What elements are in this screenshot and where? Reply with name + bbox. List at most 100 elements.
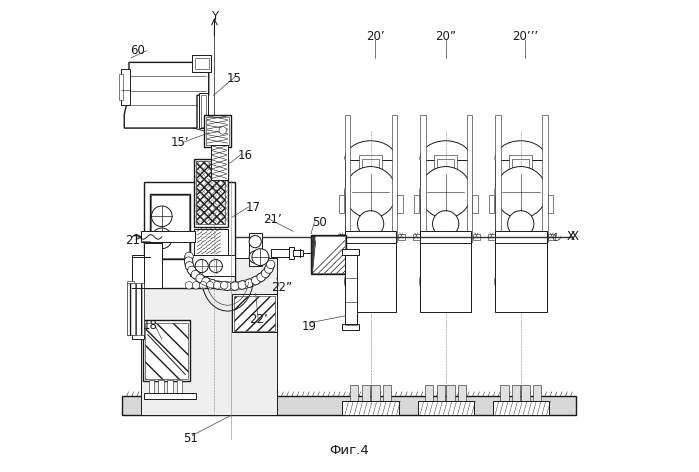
Bar: [467, 115, 473, 242]
Text: 50: 50: [312, 216, 326, 229]
Bar: [493, 401, 549, 415]
Bar: [192, 55, 211, 72]
Bar: [495, 115, 500, 242]
Bar: [150, 194, 190, 260]
Bar: [424, 411, 435, 415]
Bar: [488, 234, 495, 240]
Bar: [144, 182, 236, 287]
Bar: [489, 195, 494, 213]
Text: 51: 51: [183, 432, 199, 445]
Circle shape: [252, 276, 260, 285]
Circle shape: [345, 256, 396, 307]
Bar: [350, 385, 359, 415]
Circle shape: [208, 279, 217, 288]
Bar: [140, 258, 277, 415]
Circle shape: [507, 211, 534, 237]
Bar: [194, 159, 227, 227]
Bar: [122, 396, 576, 415]
Bar: [204, 115, 231, 147]
Bar: [438, 159, 454, 173]
Bar: [339, 195, 345, 213]
Bar: [473, 195, 478, 213]
Circle shape: [187, 266, 196, 275]
Text: 20’: 20’: [366, 30, 384, 43]
Bar: [512, 385, 520, 415]
Circle shape: [249, 251, 261, 263]
Circle shape: [196, 274, 204, 283]
Bar: [249, 233, 261, 267]
Bar: [420, 231, 472, 243]
Bar: [547, 195, 553, 213]
Text: 21’: 21’: [263, 213, 282, 226]
Circle shape: [206, 281, 214, 289]
Bar: [127, 283, 145, 335]
Text: 20’’’: 20’’’: [512, 30, 538, 43]
Bar: [144, 243, 161, 287]
Bar: [473, 234, 480, 240]
Circle shape: [192, 281, 200, 289]
Bar: [509, 155, 533, 176]
Bar: [420, 242, 472, 312]
Bar: [437, 385, 445, 415]
Bar: [177, 380, 182, 396]
Bar: [370, 411, 380, 415]
Circle shape: [185, 281, 193, 289]
Bar: [168, 380, 173, 396]
Bar: [548, 234, 555, 240]
Text: 21: 21: [125, 234, 140, 247]
Text: 60: 60: [130, 44, 145, 57]
Bar: [206, 117, 229, 144]
Bar: [382, 411, 392, 415]
Circle shape: [195, 260, 208, 273]
Bar: [436, 411, 446, 415]
Circle shape: [215, 281, 224, 290]
Text: 16: 16: [238, 149, 253, 162]
Text: 18: 18: [143, 319, 157, 332]
Bar: [345, 250, 356, 325]
Circle shape: [220, 281, 228, 289]
Bar: [233, 295, 275, 331]
Circle shape: [202, 277, 210, 286]
Bar: [397, 195, 403, 213]
Circle shape: [345, 167, 396, 218]
Bar: [434, 155, 457, 176]
Circle shape: [185, 261, 194, 270]
Bar: [345, 242, 396, 312]
Bar: [345, 231, 396, 243]
Bar: [201, 95, 206, 126]
Bar: [511, 411, 521, 415]
Bar: [458, 385, 466, 415]
Bar: [194, 229, 227, 255]
Bar: [417, 401, 474, 415]
Text: Фиг.4: Фиг.4: [330, 444, 369, 456]
Bar: [445, 411, 456, 415]
Bar: [132, 255, 144, 339]
Bar: [343, 249, 359, 255]
Bar: [144, 393, 196, 399]
Text: X: X: [567, 230, 575, 244]
Bar: [542, 115, 547, 242]
Polygon shape: [124, 62, 209, 128]
Text: 15’: 15’: [171, 135, 189, 149]
Bar: [127, 280, 134, 335]
Circle shape: [231, 282, 239, 290]
Circle shape: [209, 260, 222, 273]
Bar: [158, 380, 164, 396]
Circle shape: [238, 281, 247, 289]
Bar: [143, 320, 190, 381]
Bar: [232, 294, 277, 332]
Text: Y: Y: [211, 10, 218, 23]
Circle shape: [420, 167, 472, 218]
Bar: [512, 159, 529, 173]
Circle shape: [495, 167, 547, 218]
Bar: [532, 411, 542, 415]
Circle shape: [507, 237, 534, 263]
Bar: [349, 411, 359, 415]
Text: 17: 17: [246, 202, 261, 214]
Bar: [495, 231, 547, 243]
Bar: [149, 380, 154, 396]
Bar: [190, 255, 235, 276]
Circle shape: [185, 257, 193, 265]
Circle shape: [199, 281, 207, 289]
Circle shape: [495, 256, 547, 307]
